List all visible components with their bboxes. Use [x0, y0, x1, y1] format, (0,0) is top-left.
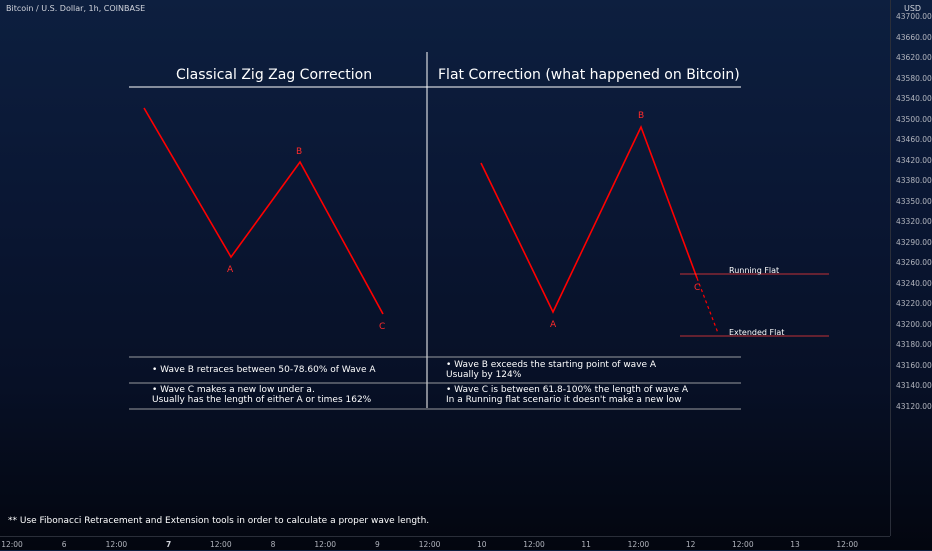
time-tick-label: 12:00	[314, 540, 336, 549]
price-tick-label: 43140.00	[896, 381, 932, 390]
extended-flat-projection	[696, 277, 719, 334]
price-tick-label: 43540.00	[896, 94, 932, 103]
table-right-row2-line1: • Wave C is between 61.8-100% the length…	[446, 385, 689, 395]
zigzag-wave-line	[143, 107, 384, 315]
flat-label-a: A	[550, 320, 557, 330]
table-right-row1-line2: Usually by 124%	[446, 370, 522, 380]
footnote: ** Use Fibonacci Retracement and Extensi…	[8, 516, 430, 526]
time-axis[interactable]	[0, 536, 890, 551]
time-tick-label: 12:00	[731, 540, 754, 549]
time-tick-label: 12	[685, 540, 696, 549]
price-tick-label: 43350.00	[896, 196, 932, 206]
table-left-row2-line2: Usually has the length of either A or ti…	[152, 395, 372, 405]
table-left-row1-line1: • Wave B retraces between 50-78.60% of W…	[152, 365, 376, 375]
flat-title: Flat Correction (what happened on Bitcoi…	[438, 67, 740, 83]
price-tick-label: 43380.00	[896, 176, 932, 185]
price-tick-label: 43320.00	[896, 217, 932, 226]
price-axis[interactable]	[890, 0, 932, 536]
price-tick-label: 43260.00	[896, 258, 932, 267]
time-tick-label: 8	[270, 540, 276, 549]
time-tick-label: 13	[790, 540, 800, 549]
table-right-row1-line1: • Wave B exceeds the starting point of w…	[446, 360, 657, 370]
flat-wave-line	[480, 124, 698, 314]
extended-flat-label: Extended Flat	[729, 328, 785, 337]
time-tick-label: 12:00	[105, 540, 128, 549]
price-tick-label: 43160.00	[896, 360, 932, 370]
time-tick-label: 12:00	[836, 540, 858, 549]
zigzag-label-a: A	[227, 265, 234, 275]
price-tick-label: 43240.00	[896, 278, 932, 288]
price-tick-label: 43290.00	[896, 237, 932, 247]
flat-label-c: C	[694, 283, 701, 293]
price-tick-label: 43200.00	[896, 319, 932, 329]
time-tick-label: 6	[61, 540, 67, 549]
price-tick-label: 43660.00	[896, 32, 932, 42]
zigzag-title: Classical Zig Zag Correction	[176, 67, 373, 83]
zigzag-label-b: B	[296, 147, 303, 157]
price-tick-label: 43620.00	[896, 53, 932, 62]
zigzag-label-c: C	[379, 322, 386, 332]
time-tick-label: 12:00	[1, 540, 23, 549]
running-flat-label: Running Flat	[729, 266, 780, 275]
price-tick-label: 43500.00	[896, 114, 932, 124]
symbol-title: Bitcoin / U.S. Dollar, 1h, COINBASE	[6, 4, 146, 13]
time-tick-label: 9	[375, 540, 380, 549]
time-tick-label: 12:00	[627, 540, 650, 549]
time-tick-label: 7	[165, 540, 172, 549]
time-tick-label: 12:00	[209, 540, 232, 549]
price-tick-label: 43580.00	[896, 73, 932, 83]
time-tick-label: 12:00	[418, 540, 441, 549]
currency-label: USD	[904, 4, 922, 13]
price-tick-label: 43180.00	[896, 340, 932, 349]
time-tick-label: 10	[477, 540, 487, 549]
price-tick-label: 43700.00	[896, 12, 932, 21]
time-tick-label: 12:00	[523, 540, 545, 549]
table-right-row2-line2: In a Running flat scenario it doesn't ma…	[446, 395, 682, 405]
price-tick-label: 43120.00	[896, 401, 932, 411]
price-tick-label: 43460.00	[896, 135, 932, 144]
price-tick-label: 43220.00	[896, 299, 932, 308]
flat-label-b: B	[638, 111, 645, 121]
price-tick-label: 43420.00	[896, 155, 932, 165]
table-left-row2-line1: • Wave C makes a new low under a.	[152, 385, 315, 395]
time-tick-label: 11	[581, 540, 591, 549]
